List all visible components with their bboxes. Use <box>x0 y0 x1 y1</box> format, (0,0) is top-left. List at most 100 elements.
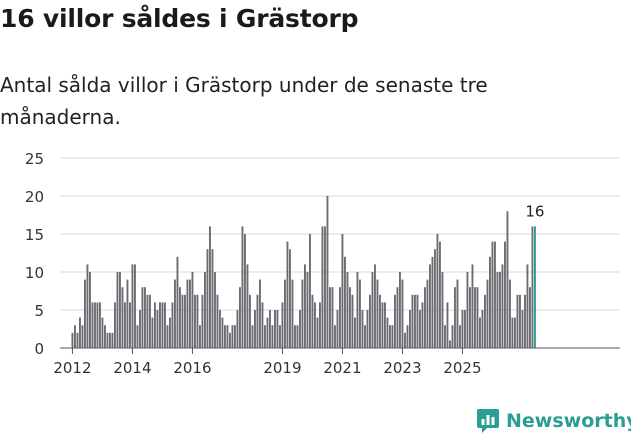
bar <box>486 279 489 348</box>
bar <box>454 287 456 348</box>
x-tick-label: 2014 <box>113 359 151 377</box>
bar <box>351 294 354 348</box>
bar <box>316 317 319 348</box>
bar <box>441 272 444 348</box>
bar <box>396 287 399 348</box>
bar <box>256 294 259 348</box>
bar <box>176 256 179 348</box>
bar <box>116 272 119 348</box>
bar <box>281 302 284 348</box>
bar <box>184 294 186 348</box>
bar <box>306 272 309 348</box>
bar <box>481 310 484 348</box>
bar <box>496 272 499 348</box>
bar <box>451 325 454 348</box>
bar <box>289 249 291 348</box>
bar <box>469 287 471 348</box>
bar <box>521 310 524 348</box>
bar <box>364 325 366 348</box>
bar <box>369 294 371 348</box>
bar <box>91 302 94 348</box>
highlight-data-label: 16 <box>525 202 544 220</box>
bar <box>249 294 251 348</box>
bar <box>164 302 166 348</box>
x-tick-label: 2019 <box>263 359 301 377</box>
x-axis: 2012 2014 2016 2019 2021 2023 2025 <box>53 348 482 377</box>
bar <box>114 302 116 348</box>
bar <box>204 272 206 348</box>
newsworthy-logo: Newsworthy <box>476 408 631 434</box>
bar <box>104 325 106 348</box>
bar <box>174 279 176 348</box>
bar <box>516 294 519 348</box>
bar <box>251 325 254 348</box>
bar <box>79 317 81 348</box>
bar <box>244 234 246 348</box>
bar <box>499 272 501 348</box>
bar <box>181 294 184 348</box>
bar <box>321 226 324 348</box>
bar <box>381 302 384 348</box>
bar <box>379 294 381 348</box>
bar <box>216 294 219 348</box>
bar <box>154 302 156 348</box>
newsworthy-logo-icon <box>477 409 499 433</box>
y-tick-label: 0 <box>34 340 44 358</box>
bar <box>124 302 126 348</box>
bar <box>166 325 169 348</box>
bar <box>126 279 129 348</box>
bar <box>471 264 474 348</box>
bar <box>341 234 344 348</box>
bar <box>169 317 171 348</box>
bar <box>224 325 226 348</box>
bar <box>456 279 459 348</box>
bar <box>196 294 199 348</box>
x-tick-label: 2025 <box>443 359 481 377</box>
bar <box>231 325 234 348</box>
bar <box>266 317 269 348</box>
bar <box>529 287 531 348</box>
bar <box>201 294 204 348</box>
bar <box>429 264 431 348</box>
bar <box>386 317 389 348</box>
bar <box>136 325 139 348</box>
bar <box>199 325 201 348</box>
bar <box>161 302 164 348</box>
bar <box>504 241 506 348</box>
bar <box>446 302 449 348</box>
bar <box>431 256 434 348</box>
bar <box>299 310 301 348</box>
y-tick-label: 10 <box>25 264 44 282</box>
bar <box>109 332 111 348</box>
x-tick-label: 2023 <box>383 359 421 377</box>
bar <box>269 310 271 348</box>
bar <box>96 302 99 348</box>
bar <box>286 241 289 348</box>
bar <box>526 264 529 348</box>
bar <box>371 272 374 348</box>
bar <box>406 325 409 348</box>
bar <box>149 294 151 348</box>
bar <box>329 287 331 348</box>
bar <box>271 325 274 348</box>
bar <box>326 196 329 348</box>
bar <box>534 226 536 348</box>
bar <box>94 302 96 348</box>
bar <box>334 325 336 348</box>
bar <box>479 317 481 348</box>
y-tick-label: 5 <box>34 302 44 320</box>
bar <box>426 279 429 348</box>
bar <box>491 241 494 348</box>
y-tick-label: 15 <box>25 226 44 244</box>
bar <box>259 279 261 348</box>
bar <box>376 279 379 348</box>
bar <box>139 310 141 348</box>
bar <box>394 294 396 348</box>
bar <box>409 310 411 348</box>
bar <box>86 264 89 348</box>
bar <box>206 249 209 348</box>
bar <box>489 256 491 348</box>
bar <box>324 226 326 348</box>
bar <box>359 279 361 348</box>
